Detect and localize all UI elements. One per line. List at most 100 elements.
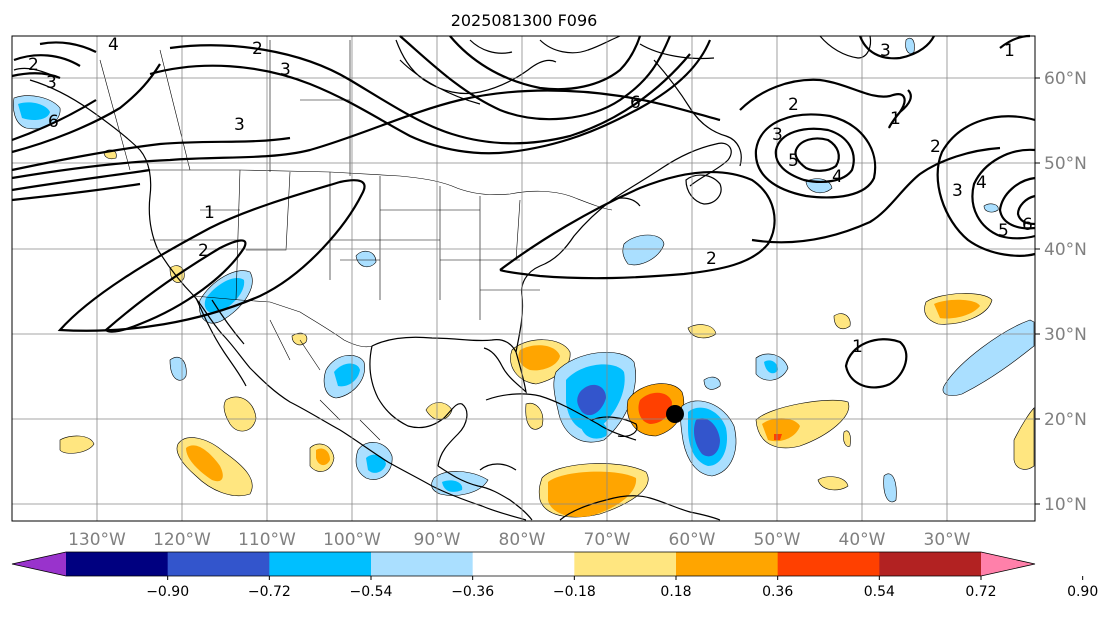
contour-east-low-2	[971, 148, 1036, 240]
lat-ticks	[1035, 77, 1040, 505]
lon-label: 110°W	[238, 530, 296, 550]
contour-jet-2	[11, 136, 291, 202]
colorbar-segment	[777, 552, 880, 576]
colorbar-extend-high	[981, 552, 1035, 576]
contour-label: 3	[952, 181, 963, 201]
contour-label: 2	[28, 55, 39, 75]
pos-blob-caribbean-core	[548, 471, 637, 518]
colorbar-extend-low	[12, 552, 66, 576]
contour-low-ring-1	[754, 113, 877, 199]
pos-blob-pacific-south	[223, 396, 257, 432]
pos-blob-east-atlantic-core	[934, 299, 980, 319]
colorbar-segment	[472, 552, 575, 576]
contour-label: 6	[1022, 215, 1033, 235]
border-mexico-states	[269, 319, 381, 441]
border-states	[150, 169, 540, 320]
border-us-mexico	[193, 295, 373, 348]
colorbar-tick-label: 0.54	[864, 584, 895, 600]
contour-label: 6	[630, 93, 641, 113]
pos-blob-south-small	[817, 476, 849, 491]
neg-blob-atlantic-mid-core	[764, 360, 778, 374]
lat-label: 20°N	[1044, 410, 1087, 430]
colorbar-outline	[11, 551, 1036, 577]
contour-label: 5	[998, 221, 1009, 241]
pos-blob-hurricane-core	[638, 392, 672, 424]
neg-blob-honduras-core	[442, 480, 463, 492]
pos-blob-mid-small	[833, 313, 851, 329]
contour-value-labels: 4 6 2 3 3 2 3 6 1 2 2 3 5 4 1 2 3 4 5 6 …	[28, 35, 1033, 357]
contour-north-trough	[11, 63, 161, 154]
coast-hispaniola	[591, 416, 638, 437]
neg-blob-south-small	[883, 473, 897, 503]
contour-label: 3	[880, 41, 891, 61]
contour-ridge-2	[169, 44, 691, 145]
contour-label: 2	[198, 241, 209, 261]
pos-blob-tehuantepec-core	[316, 448, 330, 466]
neg-blob-greenland-tip	[905, 37, 915, 54]
contour-label: 1	[1004, 41, 1015, 61]
graticule	[12, 36, 1035, 521]
pos-blob-atlantic-east-core	[762, 418, 800, 442]
lon-label: 70°W	[584, 530, 631, 550]
contour-east-low-1	[936, 115, 1036, 257]
coast-newfoundland	[685, 174, 722, 205]
contour-label: 4	[108, 35, 119, 55]
pos-blob-cuba	[525, 402, 544, 430]
colorbar: −0.90 −0.72 −0.54 −0.36 −0.18 0.18 0.36 0.54 0.7…	[11, 551, 1098, 600]
colorbar-segment	[66, 552, 169, 576]
lat-label: 30°N	[1044, 325, 1087, 345]
neg-blob-texas	[355, 250, 377, 268]
contour-label: 3	[280, 60, 291, 80]
border-canada-provinces	[99, 40, 351, 176]
storm-center-marker	[666, 405, 684, 423]
colorbar-tick-label: 0.36	[762, 584, 793, 600]
colorbar-tick-label: −0.90	[146, 584, 189, 600]
contour-label: 6	[48, 112, 59, 132]
coast-labrador	[653, 59, 742, 167]
colorbar-tick-label: −0.72	[248, 584, 291, 600]
colorbar-segment	[167, 552, 270, 576]
contour-label: 4	[832, 167, 843, 187]
lon-label: 60°W	[669, 530, 716, 550]
lon-label: 120°W	[153, 530, 211, 550]
colorbar-tick-label: 0.90	[1067, 584, 1098, 600]
coast-west-north-america	[29, 79, 527, 521]
colorbar-segment	[574, 552, 677, 576]
anomaly-shading	[13, 37, 1035, 518]
longitude-labels: 130°W 120°W 110°W 100°W 90°W 80°W 70°W 6…	[68, 530, 971, 550]
contour-jet-1	[11, 89, 721, 180]
contour-label: 1	[204, 203, 215, 223]
contour-east-low-4	[1016, 194, 1036, 226]
contour-low-ring-2	[774, 127, 855, 183]
contour-label: 5	[788, 151, 799, 171]
pos-blob-east-edge	[1013, 407, 1035, 470]
pos-blob-atlantic-east-dot	[774, 434, 782, 440]
lon-label: 30°W	[924, 530, 971, 550]
pos-blob-far-pacific	[59, 435, 95, 454]
contour-sw-loop-inner	[104, 239, 247, 333]
contour-east-low-3	[998, 176, 1036, 230]
colorbar-tick-label: −0.36	[451, 584, 494, 600]
neg-blob-alaska-core	[18, 102, 50, 120]
pos-blob-mexico-small	[291, 332, 308, 346]
contour-mid-east	[751, 146, 1001, 244]
contour-sw-loop-outer	[57, 179, 366, 332]
lon-label: 130°W	[68, 530, 126, 550]
colorbar-tick-label: 0.18	[660, 584, 691, 600]
colorbar-segment	[371, 552, 474, 576]
neg-blob-small-north	[703, 376, 721, 390]
coast-cuba	[485, 393, 637, 441]
coast-canada-bay	[395, 39, 557, 105]
lon-label: 50°W	[754, 530, 801, 550]
contour-ridge-1	[149, 39, 712, 155]
contour-atlantic-ridge	[499, 171, 776, 280]
neg-blob-cuba-tip	[580, 418, 608, 439]
contour-label: 3	[234, 115, 245, 135]
border-us-canada	[150, 169, 613, 211]
lon-label: 40°W	[839, 530, 886, 550]
contour-label: 2	[252, 39, 263, 59]
contour-label: 2	[788, 95, 799, 115]
contour-pacific-nw	[11, 41, 97, 80]
